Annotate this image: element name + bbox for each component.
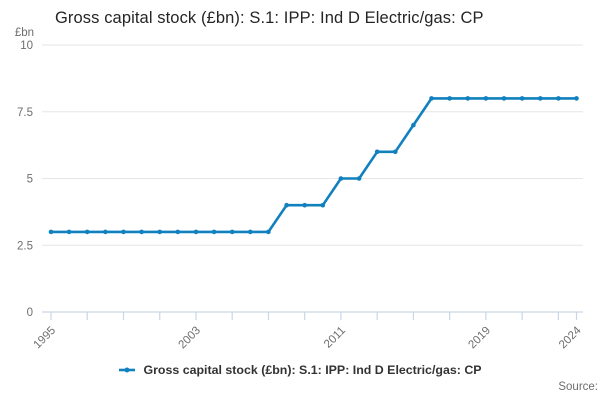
data-point[interactable] (157, 229, 162, 235)
x-tick-label: 2024 (557, 324, 584, 351)
data-point[interactable] (121, 229, 126, 235)
series-line (49, 97, 578, 234)
data-point[interactable] (338, 176, 344, 181)
data-point[interactable] (284, 202, 289, 208)
data-point[interactable] (229, 229, 235, 235)
y-tick-label: 7.5 (17, 107, 33, 119)
data-point[interactable] (266, 229, 271, 235)
data-point[interactable] (483, 96, 489, 101)
data-point[interactable] (574, 96, 579, 101)
x-tick-label: 1995 (32, 325, 59, 352)
source-label: Source: (558, 381, 598, 393)
data-point[interactable] (248, 229, 253, 235)
data-point[interactable] (320, 202, 326, 208)
data-point[interactable] (211, 229, 217, 235)
x-tick-label: 2011 (322, 325, 348, 351)
data-point[interactable] (519, 96, 525, 101)
data-point[interactable] (374, 149, 380, 155)
data-point[interactable] (193, 229, 199, 235)
data-point[interactable] (84, 229, 90, 235)
data-point[interactable] (393, 149, 398, 155)
x-tick-label: 2019 (466, 325, 493, 352)
y-tick-label: 0 (27, 307, 33, 319)
data-point[interactable] (501, 96, 507, 101)
x-tick-label: 2003 (177, 325, 204, 352)
data-point[interactable] (556, 96, 561, 101)
data-point[interactable] (66, 229, 72, 235)
data-point[interactable] (447, 96, 453, 101)
data-point[interactable] (356, 176, 362, 181)
data-point[interactable] (465, 96, 471, 101)
legend-series-label: Gross capital stock (£bn): S.1: IPP: Ind… (143, 363, 482, 377)
y-axis-unit-label: £bn (14, 27, 34, 39)
data-point[interactable] (48, 229, 54, 235)
data-point[interactable] (302, 202, 308, 208)
legend[interactable]: Gross capital stock (£bn): S.1: IPP: Ind… (0, 363, 600, 377)
data-point[interactable] (139, 229, 144, 235)
data-point[interactable] (429, 96, 434, 101)
y-tick-label: 5 (27, 174, 33, 186)
data-point[interactable] (175, 229, 181, 235)
data-point[interactable] (103, 229, 108, 235)
legend-series-marker-icon (119, 367, 136, 373)
chart-title: Gross capital stock (£bn): S.1: IPP: Ind… (55, 9, 484, 27)
data-point[interactable] (538, 96, 543, 101)
data-point[interactable] (411, 122, 416, 128)
y-tick-label: 10 (20, 40, 33, 52)
y-tick-label: 2.5 (17, 240, 33, 252)
